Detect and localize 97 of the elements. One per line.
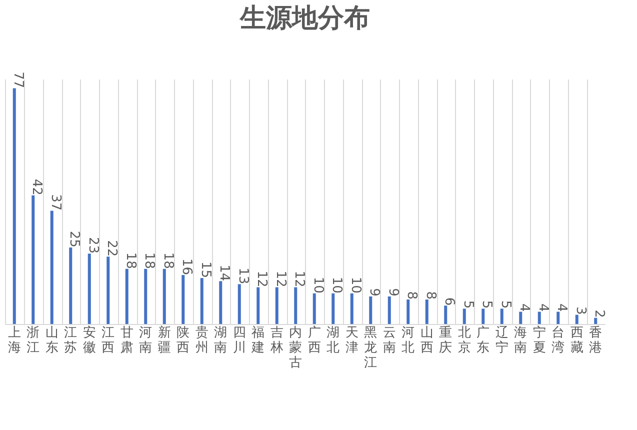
x-tick-label: 河北 (402, 326, 415, 356)
data-label: 18 (142, 252, 157, 269)
bar (350, 293, 354, 324)
bar (406, 300, 410, 324)
x-tick-label: 湖南 (214, 326, 228, 356)
x-tick-label: 西藏 (570, 326, 584, 356)
bar (144, 268, 148, 324)
bar (369, 296, 372, 324)
x-tick-label: 北京 (458, 326, 471, 356)
x-tick-label: 江苏 (64, 326, 78, 356)
x-tick-label: 重庆 (439, 326, 452, 356)
data-label: 25 (66, 230, 82, 248)
x-tick-label: 新疆 (158, 326, 171, 356)
data-label: 22 (104, 240, 120, 257)
x-tick-label: 陕西 (176, 326, 190, 356)
x-tick-label: 云南 (382, 326, 396, 356)
bar (294, 287, 298, 324)
bar (12, 88, 16, 324)
bar (575, 314, 578, 324)
chart-title: 生源地分布 (239, 4, 370, 34)
data-label: 4 (554, 303, 570, 312)
x-tick-label: 海南 (514, 326, 528, 356)
bar (69, 247, 72, 324)
bar (162, 268, 166, 324)
data-label: 37 (48, 194, 63, 211)
data-label: 77 (10, 72, 26, 88)
data-label: 2 (592, 310, 607, 318)
data-label: 23 (85, 237, 100, 254)
data-label: 8 (422, 291, 438, 300)
bar (256, 287, 260, 324)
data-label: 8 (404, 291, 420, 300)
bar (219, 281, 222, 324)
x-tick-label: 安徽 (82, 324, 96, 356)
bar (594, 318, 598, 324)
x-tick-label: 江西 (102, 326, 115, 356)
data-label: 12 (292, 270, 307, 288)
bar (238, 284, 241, 324)
x-tick-label: 香港 (589, 326, 602, 356)
bar (200, 278, 204, 324)
x-tick-label: 湖北 (326, 326, 340, 356)
bar (519, 312, 522, 324)
bar (444, 306, 448, 324)
data-label: 10 (329, 276, 344, 294)
x-tick-label: 山东 (45, 326, 58, 356)
data-label: 42 (29, 178, 44, 196)
bar (32, 195, 35, 324)
bar (88, 254, 91, 324)
x-tick-label: 宁夏 (532, 324, 546, 356)
data-label: 6 (442, 297, 457, 306)
data-label: 13 (235, 268, 250, 284)
data-label: 12 (272, 270, 288, 288)
data-label: 5 (460, 300, 476, 309)
x-tick-label: 上海 (8, 326, 21, 356)
bar (332, 293, 335, 324)
x-tick-label: 辽宁 (495, 326, 508, 356)
data-label: 10 (310, 276, 326, 294)
data-label: 5 (498, 300, 513, 309)
x-tick-label: 河南 (139, 326, 152, 356)
data-label: 4 (516, 303, 532, 312)
x-tick-label: 内蒙古 (289, 326, 302, 370)
data-label: 9 (385, 288, 400, 296)
data-label: 15 (198, 262, 213, 278)
data-label: 14 (216, 264, 232, 282)
bar (125, 268, 128, 324)
bar (106, 256, 110, 324)
x-tick-label: 天津 (345, 326, 358, 356)
data-label: 16 (179, 258, 194, 275)
bar (388, 296, 391, 324)
bar (538, 312, 541, 324)
data-label: 3 (572, 306, 588, 315)
x-tick-label: 福建 (250, 326, 265, 356)
data-label: 4 (535, 303, 550, 312)
bar (425, 300, 428, 324)
bar (500, 308, 504, 324)
data-label: 18 (122, 252, 138, 269)
data-label: 9 (366, 288, 382, 296)
data-label: 12 (254, 270, 270, 288)
x-tick-label: 吉林 (269, 326, 284, 356)
x-tick-label: 甘肃 (120, 326, 134, 356)
bar (312, 293, 316, 324)
bar (462, 308, 466, 324)
x-tick-label: 广西 (308, 326, 321, 356)
x-tick-label: 浙江 (26, 326, 40, 356)
bar (275, 287, 278, 324)
data-label: 18 (160, 252, 176, 269)
bar (556, 312, 560, 324)
data-label: 5 (479, 300, 494, 309)
x-tick-label: 山西 (420, 326, 434, 356)
x-tick-label: 四川 (232, 326, 246, 356)
bar (182, 275, 185, 324)
bar (482, 308, 485, 324)
x-tick-label: 黑龙江 (364, 326, 378, 370)
data-label: 10 (348, 276, 363, 294)
x-tick-label: 广东 (476, 326, 490, 356)
bar (50, 210, 54, 324)
x-tick-label: 贵州 (195, 326, 208, 356)
x-tick-label: 台湾 (552, 326, 565, 356)
